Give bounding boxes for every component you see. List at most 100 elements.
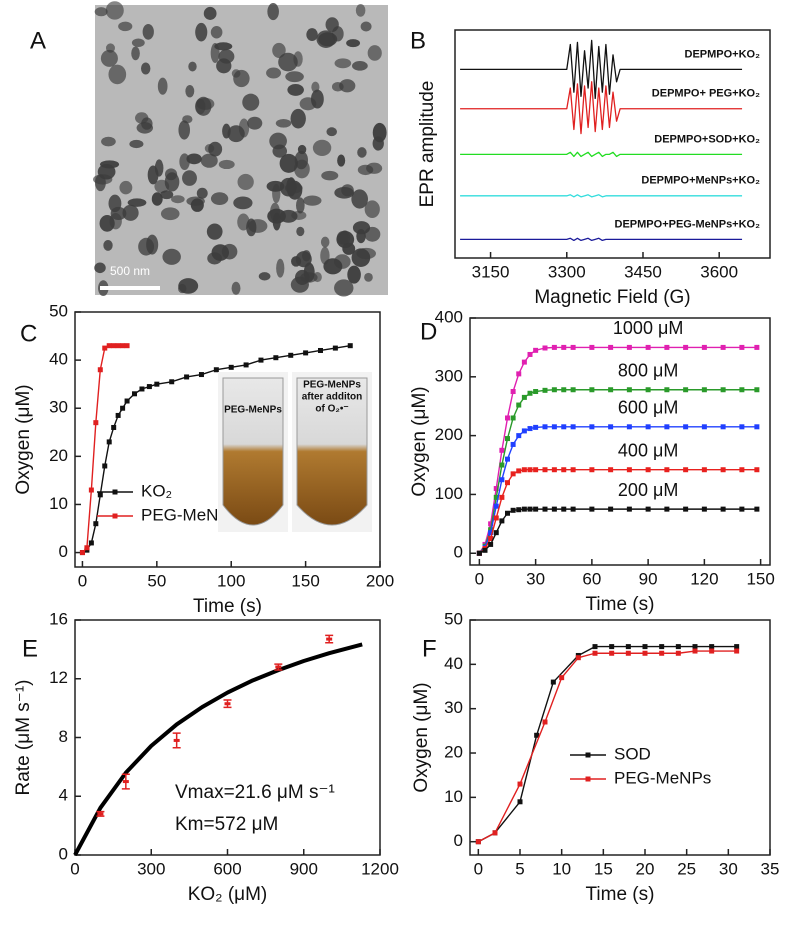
y-tick-label: 10 [49, 494, 68, 513]
data-point [184, 374, 190, 380]
y-axis-label: Oxygen (μM) [409, 386, 430, 496]
data-point [626, 424, 632, 430]
y-axis-label: Oxygen (μM) [411, 682, 432, 792]
data-point [79, 550, 85, 556]
x-tick-label: 15 [594, 859, 613, 878]
data-point [645, 506, 651, 512]
data-point [493, 530, 499, 536]
particle [355, 3, 366, 17]
data-point [551, 387, 557, 393]
data-point [683, 424, 689, 430]
data-point [551, 344, 557, 350]
particle [364, 200, 380, 219]
y-tick-label: 30 [444, 698, 463, 717]
particle [218, 159, 235, 170]
data-point [642, 650, 648, 656]
data-point [720, 467, 726, 473]
particle [100, 49, 118, 67]
particle [294, 159, 310, 179]
particle [296, 197, 305, 214]
y-tick-label: 0 [454, 543, 463, 562]
data-point [521, 506, 527, 512]
data-point [683, 506, 689, 512]
data-point [734, 644, 740, 650]
series-line [479, 508, 757, 554]
data-point [521, 467, 527, 473]
y-tick-label: 400 [435, 307, 463, 326]
particle [233, 69, 250, 88]
series-line [478, 645, 737, 843]
y-tick-label: 100 [435, 484, 463, 503]
particle [118, 21, 133, 32]
data-point [505, 480, 510, 486]
particle [326, 127, 337, 137]
data-point [754, 424, 760, 430]
data-point [683, 387, 689, 393]
data-point [659, 644, 665, 650]
data-point [482, 547, 488, 553]
data-point [754, 387, 760, 393]
particle [103, 239, 113, 251]
x-tick-label: 3600 [700, 262, 738, 281]
x-axis-label: KO₂ (μM) [188, 884, 268, 905]
data-point [510, 507, 516, 513]
data-point [534, 732, 540, 738]
series-label: 600 μM [618, 398, 678, 418]
particle [146, 234, 159, 255]
data-point [258, 357, 264, 363]
particle [216, 58, 232, 74]
data-point [499, 447, 505, 453]
particle [195, 98, 206, 115]
data-point [589, 344, 595, 350]
data-point [146, 384, 152, 390]
data-point [303, 350, 309, 356]
series-label: DEPMPO+SOD+KO₂ [654, 133, 760, 145]
y-tick-label: 12 [49, 668, 68, 687]
data-point [173, 738, 180, 742]
data-point [609, 644, 615, 650]
data-point [701, 424, 707, 430]
data-point [542, 387, 548, 393]
legend-marker [585, 776, 591, 782]
particle [142, 23, 154, 40]
data-point [273, 355, 279, 361]
data-point [592, 650, 598, 656]
plot-frame [469, 317, 771, 566]
series-line [82, 344, 351, 554]
data-point [493, 503, 499, 509]
particle [279, 209, 298, 223]
series-line [460, 81, 743, 135]
data-point [488, 521, 494, 527]
particle [200, 153, 218, 168]
particle [195, 22, 208, 42]
particle [352, 61, 368, 71]
data-point [533, 467, 539, 473]
x-tick-label: 35 [761, 859, 780, 878]
data-point [102, 463, 108, 469]
data-point [754, 506, 760, 512]
data-point [561, 506, 567, 512]
data-point [551, 424, 557, 430]
data-point [625, 650, 631, 656]
x-tick-label: 3450 [624, 262, 662, 281]
x-tick-label: 30 [719, 859, 738, 878]
x-tick-label: 150 [291, 571, 319, 590]
series-line [460, 151, 743, 158]
particle [367, 45, 382, 61]
data-point [120, 343, 126, 349]
particle [190, 198, 204, 212]
data-point [475, 839, 481, 845]
particle [303, 262, 315, 282]
legend-marker [112, 489, 118, 495]
data-point [527, 351, 533, 357]
data-point [516, 402, 522, 408]
data-point [488, 536, 494, 542]
data-point [608, 506, 614, 512]
data-point [664, 344, 670, 350]
particle [272, 144, 288, 158]
particle [154, 179, 170, 194]
inset-label: PEG-MeNPs [224, 405, 282, 416]
data-point [488, 530, 494, 536]
data-point [533, 506, 539, 512]
